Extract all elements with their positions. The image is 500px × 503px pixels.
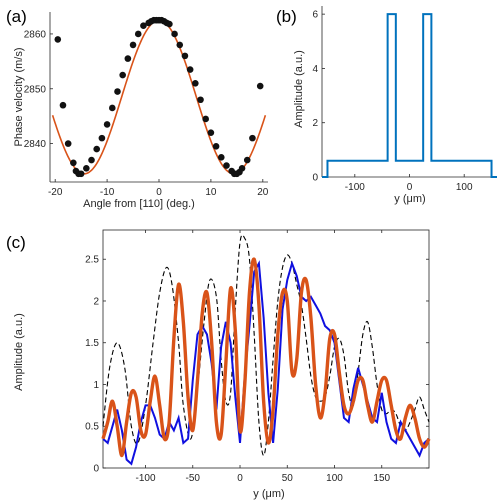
chart-a-point — [59, 101, 67, 109]
chart-b-x-tick-label: -100 — [345, 182, 365, 193]
chart-a-point — [129, 41, 137, 49]
chart-c-frame — [102, 229, 430, 469]
chart-a-point — [207, 129, 215, 136]
chart-b-y-tick-label: 2 — [312, 118, 318, 129]
panel-label-b: (b) — [276, 7, 297, 26]
chart-a-point — [176, 41, 184, 49]
chart-a-point — [238, 164, 246, 172]
chart-a-point — [119, 71, 126, 79]
chart-b: -100 0 100 0 2 4 6 — [312, 6, 497, 193]
chart-a-y-tick-label: 2850 — [24, 84, 47, 95]
chart-a-point — [192, 79, 199, 87]
chart-c-y-tick-label: 2 — [93, 296, 99, 307]
chart-b-x-tick-label: 100 — [456, 182, 473, 193]
chart-a-point — [223, 162, 230, 169]
chart-c-x-tick-label: 100 — [326, 473, 343, 484]
chart-a-point — [83, 164, 90, 172]
chart-c-simulated-line — [101, 257, 431, 458]
chart-a-y-tick-label: 2860 — [24, 29, 47, 40]
chart-c-y-tick-label: 1.5 — [85, 338, 99, 349]
chart-a-x-tick-label: 0 — [156, 187, 162, 198]
chart-b-x-tick-label: 0 — [407, 182, 413, 193]
chart-a-point — [181, 52, 189, 60]
chart-b-y-tick-label: 0 — [312, 173, 318, 184]
chart-c-y-tick-label: 2.5 — [85, 255, 99, 266]
chart-a-point — [64, 140, 72, 147]
chart-a-point — [88, 156, 95, 164]
chart-a-point — [114, 88, 121, 95]
chart-b-line — [322, 13, 497, 178]
chart-b-xlabel: y (μm) — [394, 193, 425, 205]
chart-b-y-tick-label: 4 — [312, 64, 318, 75]
chart-a-point — [166, 20, 173, 28]
chart-a-point — [93, 145, 101, 153]
chart-a-point — [103, 121, 111, 128]
chart-a-point — [140, 22, 147, 30]
chart-a-point — [54, 36, 62, 43]
chart-c-y-tick-label: 0 — [93, 464, 99, 475]
chart-c-x-tick-label: -100 — [136, 473, 156, 484]
chart-c-ylabel: Amplitude (a.u.) — [13, 313, 25, 391]
chart-a-point — [134, 30, 142, 38]
chart-a-point — [202, 115, 210, 123]
chart-c-y-tick-label: 0.5 — [85, 422, 99, 433]
chart-a-point — [108, 104, 116, 112]
chart-c-y-tick-label: 1 — [93, 380, 99, 391]
chart-a-point — [98, 134, 106, 142]
chart-b-ylabel: Amplitude (a.u.) — [293, 50, 305, 128]
chart-a-x-tick-label: 10 — [205, 187, 217, 198]
chart-a-point — [186, 66, 194, 73]
chart-a-point — [243, 156, 251, 164]
chart-a-point — [171, 30, 178, 38]
chart-a-x-tick-label: -10 — [100, 187, 115, 198]
chart-c-x-tick-label: 0 — [237, 473, 243, 484]
panel-label-a: (a) — [6, 7, 27, 26]
chart-a-point — [124, 55, 132, 62]
chart-a-point — [217, 154, 225, 161]
chart-a-point — [249, 134, 256, 142]
chart-a-point — [77, 170, 85, 178]
chart-a-x-tick-label: 20 — [257, 187, 269, 198]
chart-c-x-tick-label: -50 — [186, 473, 201, 484]
chart-a-y-tick-label: 2840 — [24, 139, 47, 150]
chart-b-y-tick-label: 6 — [312, 10, 318, 21]
panel-label-c: (c) — [6, 233, 26, 252]
chart-a-fit-line — [51, 19, 267, 175]
chart-a-x-tick-label: -20 — [48, 187, 63, 198]
chart-c-x-tick-label: 50 — [282, 473, 294, 484]
chart-a-xlabel: Angle from [110] (deg.) — [83, 198, 195, 210]
chart-a-point — [212, 143, 220, 150]
chart-a: -20 -10 0 10 20 2840 2850 2860 — [24, 12, 269, 198]
chart-a-ylabel: Phase velocity (m/s) — [13, 47, 25, 146]
chart-c-xlabel: y (μm) — [253, 488, 284, 500]
chart-c: -100 -50 0 50 100 150 0 0.5 1 1.5 2 2.5 — [85, 229, 431, 484]
chart-a-point — [197, 96, 204, 104]
chart-c-x-tick-label: 150 — [373, 473, 390, 484]
chart-a-point — [256, 82, 264, 90]
chart-a-point — [70, 159, 77, 167]
